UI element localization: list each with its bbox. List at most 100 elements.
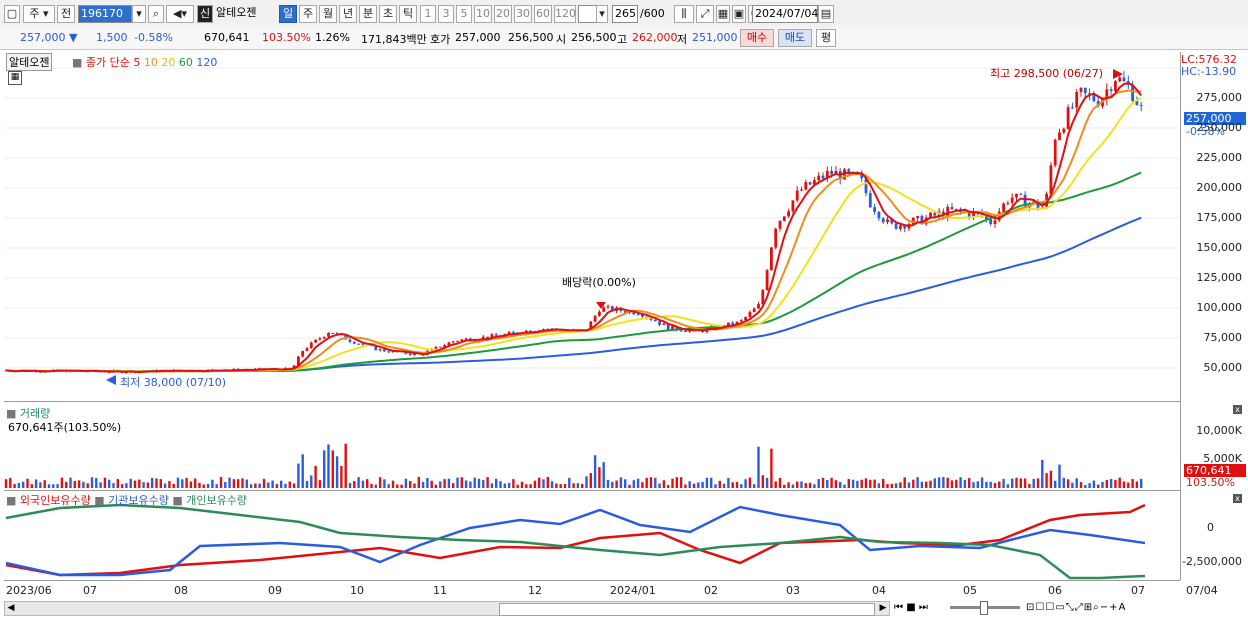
interval-3[interactable]: 3 [438, 5, 454, 23]
screen-icon[interactable]: ▭ [1055, 602, 1066, 613]
volume-bar [452, 483, 455, 488]
candle [813, 180, 816, 185]
bottom-tools[interactable]: ⊡☐☐▭⤡⤢⊞⌕−+A [1026, 602, 1126, 613]
volume-bar [159, 479, 162, 488]
volume-bar [585, 476, 588, 488]
price-panel[interactable] [4, 52, 1180, 402]
count-input[interactable]: 265 [612, 5, 638, 23]
candle [1062, 128, 1066, 133]
current-price-value: 257,000 [20, 31, 66, 44]
sell-button[interactable]: 매도 [778, 29, 812, 47]
chart-scrollbar[interactable]: ◀ ▶ [4, 601, 890, 616]
prev-button[interactable]: 전 [57, 5, 75, 23]
holdings-panel[interactable] [4, 492, 1180, 581]
volume-bar [581, 483, 584, 488]
candle [950, 206, 954, 210]
eval-button[interactable]: 평 [816, 29, 836, 47]
volume-bar [249, 484, 253, 488]
ma-120-line [5, 216, 1142, 373]
forward-icon[interactable]: ⏭ [918, 602, 928, 613]
y-tick: 50,000 [1203, 361, 1243, 374]
candle [795, 190, 799, 201]
font-size-icon[interactable]: A [1118, 602, 1127, 613]
stock-name-label[interactable]: 알테오젠 [6, 53, 53, 71]
speaker-icon[interactable]: ◀▾ [166, 5, 194, 23]
period-second[interactable]: 초 [379, 5, 397, 23]
candle [868, 193, 872, 208]
scroll-left-icon[interactable]: ◀ [7, 603, 15, 613]
stock-code-input[interactable]: 196170 [78, 5, 132, 23]
volume-bar [1127, 482, 1130, 488]
candle [451, 341, 455, 343]
chart-type-icon[interactable]: ⊡ [1026, 602, 1036, 613]
period-year[interactable]: 년 [339, 5, 357, 23]
period-tick[interactable]: 틱 [399, 5, 417, 23]
volume-bar [1032, 478, 1035, 488]
period-month[interactable]: 월 [319, 5, 337, 23]
interval-120[interactable]: 120 [554, 5, 576, 23]
volume-bar [770, 448, 773, 488]
volume-bar [864, 478, 868, 488]
magnifier-icon[interactable]: ⌕ [1093, 602, 1100, 613]
candle [606, 306, 610, 308]
date-input[interactable]: 2024/07/04 [752, 5, 818, 23]
candle [512, 331, 515, 333]
calendar-icon[interactable]: ▤ [818, 5, 834, 23]
panel-close-icon[interactable]: x [1233, 494, 1242, 503]
volume-bar [224, 482, 227, 488]
playback-controls[interactable]: ⏮ ■ ⏭ [894, 602, 928, 613]
zoom-in-icon[interactable]: + [1109, 602, 1119, 613]
buy-button[interactable]: 매수 [740, 29, 774, 47]
rewind-icon[interactable]: ⏮ [894, 602, 903, 613]
ruler-icon[interactable]: ⊞ [1083, 602, 1094, 613]
candle [825, 170, 829, 179]
holdings-legend[interactable]: ■ 외국인보유수량 ■ 기관보유수량 ■ 개인보유수량 [6, 494, 248, 507]
y-tick: 225,000 [1196, 151, 1243, 164]
interval-10[interactable]: 10 [474, 5, 492, 23]
trendline-icon[interactable]: ⤢ [696, 5, 714, 23]
x-tick: 07 [1131, 584, 1145, 597]
ma-legend[interactable]: ■ 종가 단순 5 10 20 60 120 [72, 56, 218, 69]
arrange-icon[interactable]: ⤢ [1074, 602, 1084, 613]
interval-5[interactable]: 5 [456, 5, 472, 23]
volume-bar [722, 483, 726, 488]
interval-1[interactable]: 1 [420, 5, 436, 23]
panel-close-icon[interactable]: x [1233, 405, 1242, 414]
save-icon[interactable]: ▣ [732, 5, 746, 23]
period-week[interactable]: 주 [299, 5, 317, 23]
volume-bar [563, 483, 567, 488]
scrollbar-thumb[interactable] [499, 603, 875, 616]
window-icon[interactable]: ▢ [4, 5, 20, 23]
volume-bar [228, 477, 231, 488]
zoom-slider-handle[interactable] [980, 601, 988, 615]
draw-icon[interactable]: ⤡ [1065, 602, 1075, 613]
stop-icon[interactable]: ■ [906, 602, 916, 613]
chevron-down-icon[interactable]: ▾ [596, 5, 608, 23]
volume-bar [237, 479, 240, 488]
copy-icon[interactable]: ☐ [1045, 602, 1056, 613]
interval-30[interactable]: 30 [514, 5, 532, 23]
volume-bar [843, 484, 846, 488]
volume-bar [1105, 479, 1108, 488]
zoom-out-icon[interactable]: − [1099, 602, 1110, 613]
chevron-down-icon[interactable]: ▾ [132, 5, 146, 23]
period-minute[interactable]: 분 [359, 5, 377, 23]
search-icon[interactable]: ⌕ [148, 5, 164, 23]
candle [989, 219, 993, 224]
period-day[interactable]: 일 [279, 5, 297, 23]
volume-value-label: 670,641주(103.50%) [8, 421, 122, 434]
table-icon[interactable]: ▦ [8, 71, 22, 85]
candle [460, 339, 464, 341]
x-tick: 06 [1048, 584, 1062, 597]
scroll-right-icon[interactable]: ▶ [879, 603, 887, 613]
compare-icon[interactable]: ☐ [1035, 602, 1046, 613]
interval-20[interactable]: 20 [494, 5, 512, 23]
period-select-value: 주 [29, 7, 40, 20]
period-select[interactable]: 주 ▾ [23, 5, 55, 23]
volume-bar [65, 481, 68, 488]
zoom-slider[interactable] [950, 601, 1020, 615]
volume-bar [280, 480, 283, 488]
interval-60[interactable]: 60 [534, 5, 552, 23]
candle-icon[interactable]: ⫼ [674, 5, 694, 23]
grid-icon[interactable]: ▦ [716, 5, 730, 23]
